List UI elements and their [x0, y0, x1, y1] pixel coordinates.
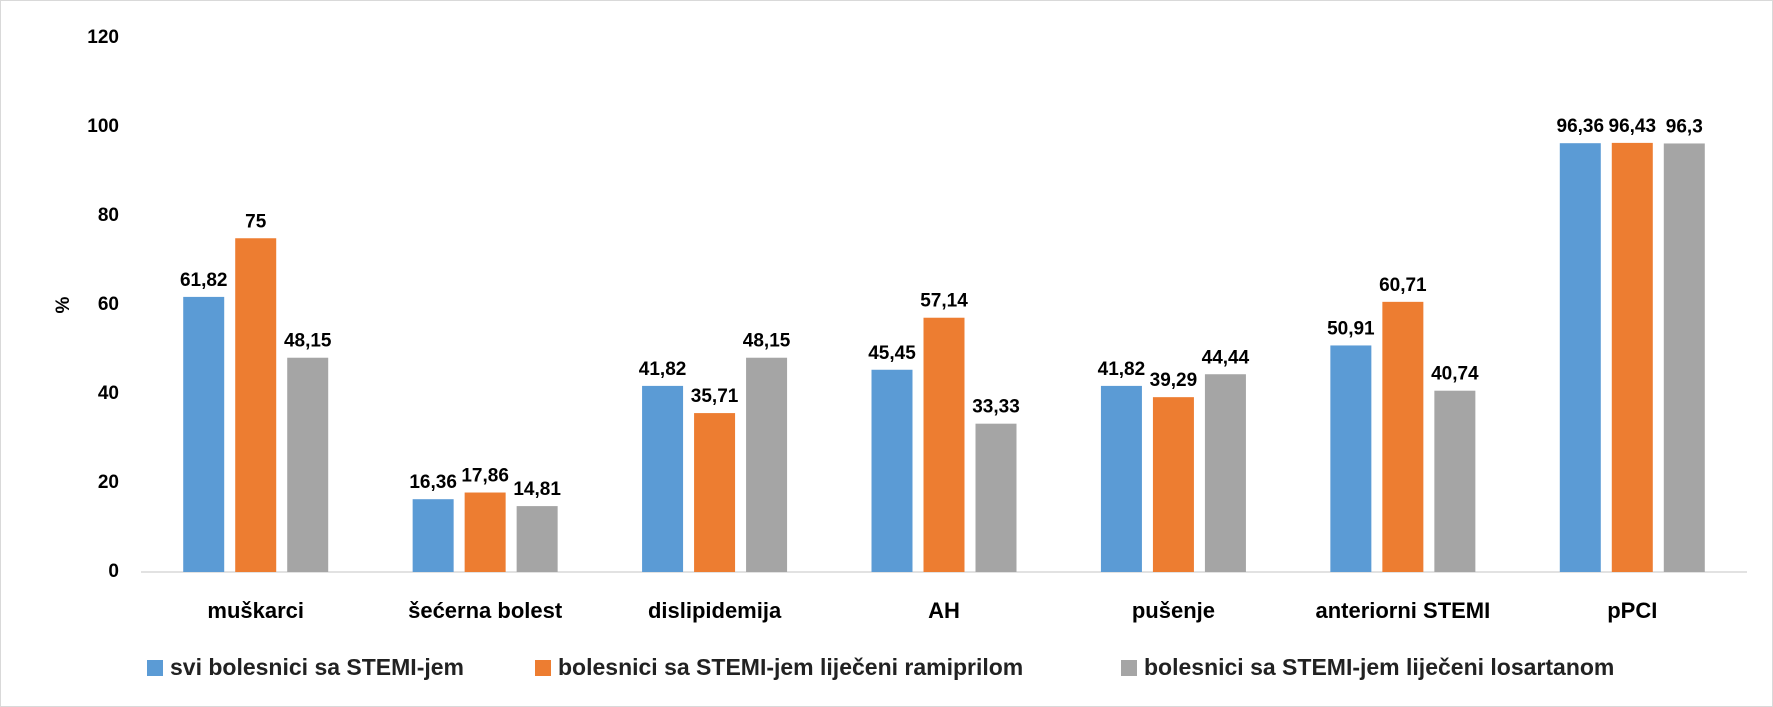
data-label: 33,33: [972, 397, 1020, 418]
data-label: 39,29: [1150, 370, 1198, 391]
legend-label: svi bolesnici sa STEMI-jem: [170, 654, 464, 680]
bar: [287, 357, 329, 572]
data-label: 96,3: [1666, 116, 1703, 137]
y-tick-label: 120: [87, 27, 119, 48]
x-tick-label: pušenje: [1132, 598, 1215, 623]
data-label: 96,43: [1609, 116, 1657, 137]
x-tick-label: AH: [928, 598, 960, 623]
data-label: 16,36: [409, 472, 457, 493]
data-label: 57,14: [920, 291, 968, 312]
bar: [1559, 143, 1601, 572]
bar: [1382, 301, 1424, 572]
legend-label: bolesnici sa STEMI-jem liječeni losartan…: [1144, 654, 1614, 680]
data-label: 48,15: [284, 331, 332, 352]
data-label: 48,15: [743, 331, 791, 352]
x-tick-label: pPCI: [1607, 598, 1657, 623]
bar: [975, 423, 1017, 572]
y-tick-label: 80: [98, 205, 119, 226]
data-label: 45,45: [868, 343, 916, 364]
data-label: 17,86: [461, 466, 509, 487]
legend-swatch: [535, 660, 551, 676]
legend-swatch: [1121, 660, 1137, 676]
data-label: 41,82: [639, 359, 687, 380]
data-label: 60,71: [1379, 275, 1427, 296]
data-label: 35,71: [691, 386, 739, 407]
data-label: 96,36: [1557, 116, 1605, 137]
data-label: 50,91: [1327, 318, 1375, 339]
bar: [516, 506, 558, 572]
y-tick-label: 100: [87, 116, 119, 137]
bar: [235, 238, 277, 572]
bar: [1152, 397, 1194, 572]
bar: [1434, 390, 1476, 572]
bar: [1100, 385, 1142, 572]
data-label: 44,44: [1202, 347, 1250, 368]
bar: [1663, 143, 1705, 572]
bar: [694, 413, 736, 572]
y-axis-label: %: [53, 296, 74, 313]
bar: [871, 369, 913, 572]
legend-label: bolesnici sa STEMI-jem liječeni ramipril…: [558, 654, 1023, 680]
x-tick-label: anteriorni STEMI: [1315, 598, 1490, 623]
x-tick-label: muškarci: [207, 598, 304, 623]
data-label: 40,74: [1431, 364, 1479, 385]
bar: [1330, 345, 1372, 572]
legend-swatch: [147, 660, 163, 676]
bar: [183, 296, 225, 572]
y-tick-label: 20: [98, 472, 119, 493]
bar: [1204, 374, 1246, 572]
y-tick-label: 0: [108, 561, 119, 582]
bar: [923, 317, 965, 572]
bar: [746, 357, 788, 572]
bar: [1611, 142, 1653, 572]
bar: [642, 385, 684, 572]
x-tick-label: šećerna bolest: [408, 598, 563, 623]
y-tick-label: 60: [98, 294, 119, 315]
y-tick-label: 40: [98, 383, 119, 404]
data-label: 75: [245, 211, 267, 232]
bar: [412, 499, 454, 572]
bar: [464, 492, 506, 572]
data-label: 14,81: [513, 479, 561, 500]
data-label: 41,82: [1098, 359, 1146, 380]
data-label: 61,82: [180, 270, 228, 291]
x-tick-label: dislipidemija: [648, 598, 782, 623]
